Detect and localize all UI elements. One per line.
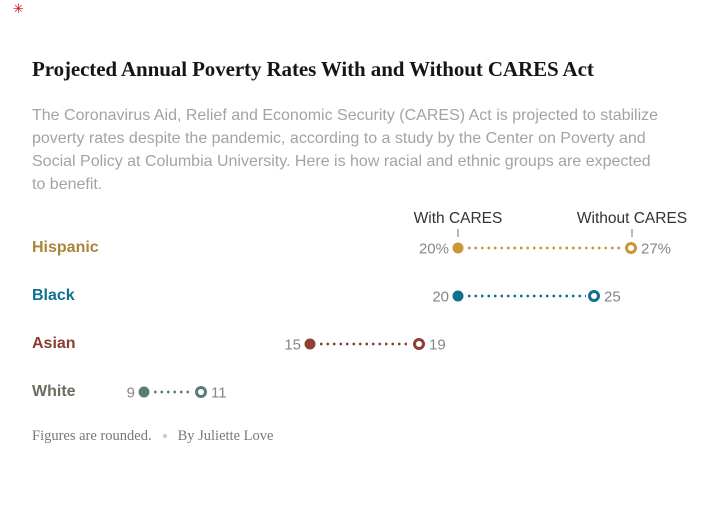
group-label-hispanic: Hispanic: [32, 239, 99, 256]
with-cares-dot: [304, 338, 316, 350]
with-cares-dot: [138, 386, 150, 398]
group-label-white: White: [32, 383, 76, 400]
with-cares-value: 9: [126, 384, 135, 402]
dotted-connector: [318, 342, 411, 346]
chart-title: Projected Annual Poverty Rates With and …: [32, 57, 594, 81]
with-cares-dot: [452, 290, 464, 302]
without-cares-value: 19: [429, 336, 446, 354]
without-cares-value: 11: [211, 384, 227, 402]
group-label-asian: Asian: [32, 335, 76, 352]
dotted-connector: [152, 390, 193, 394]
dotted-connector: [466, 294, 586, 298]
with-cares-value: 20%: [418, 240, 449, 258]
without-cares-tick-mark: [631, 229, 633, 237]
group-label-black: Black: [32, 287, 75, 304]
with-cares-column-label: With CARES: [413, 210, 503, 227]
without-cares-dot: [625, 242, 637, 254]
dotted-connector: [466, 246, 623, 250]
separator-dot-icon: [162, 434, 167, 438]
with-cares-value: 15: [284, 336, 301, 354]
red-asterisk-icon: ✳: [13, 2, 24, 17]
without-cares-column-label: Without CARES: [576, 210, 688, 227]
chart-footer: Figures are rounded. By Juliette Love: [32, 428, 672, 445]
without-cares-value: 27%: [641, 240, 672, 258]
with-cares-value: 20: [432, 288, 449, 306]
without-cares-dot: [588, 290, 600, 302]
without-cares-dot: [195, 386, 207, 398]
without-cares-value: 25: [604, 288, 621, 306]
with-cares-dot: [452, 242, 464, 254]
chart-intro-text: The Coronavirus Aid, Relief and Economic…: [32, 107, 659, 193]
footnote: Figures are rounded.: [32, 428, 152, 444]
with-cares-tick-mark: [457, 229, 459, 237]
without-cares-dot: [413, 338, 425, 350]
byline: By Juliette Love: [177, 428, 274, 444]
